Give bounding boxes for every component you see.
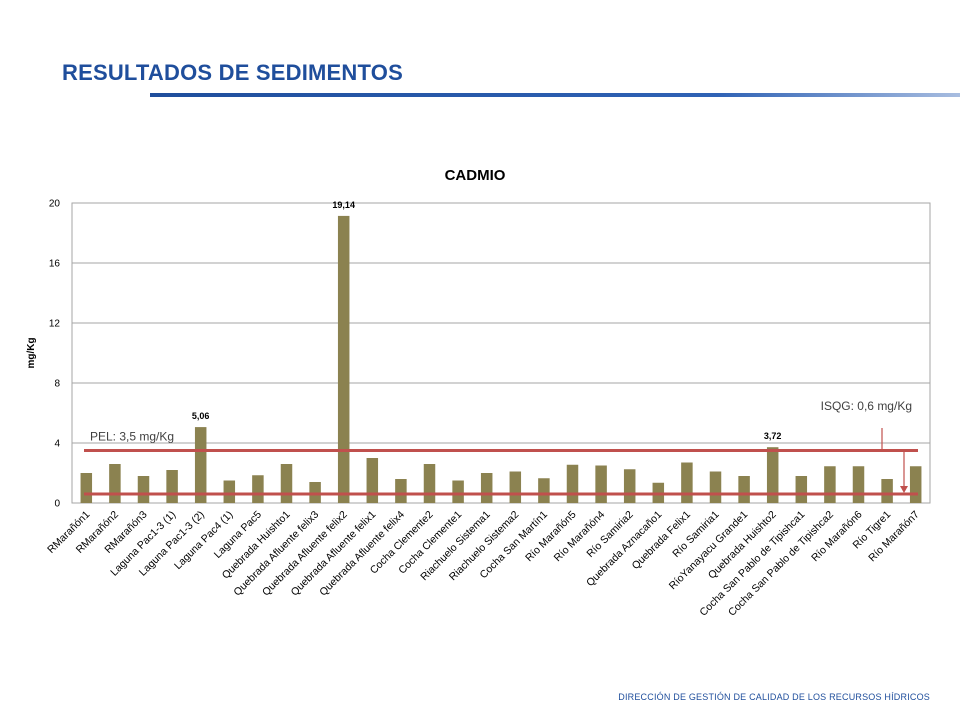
bar xyxy=(852,466,865,503)
x-tick-label: Cocha San Pablo de Tipishca2 xyxy=(726,509,836,619)
footer-text: DIRECCIÓN DE GESTIÓN DE CALIDAD DE LOS R… xyxy=(618,692,930,702)
bar xyxy=(623,469,636,503)
y-tick-label: 0 xyxy=(54,499,60,510)
bar xyxy=(709,471,722,503)
data-label: 5,06 xyxy=(192,411,210,421)
bar xyxy=(824,466,836,503)
bar xyxy=(881,479,893,503)
bar xyxy=(366,458,379,503)
x-tick-label: Cocha San Pablo de Tipishca1 xyxy=(697,509,807,619)
reference-label-isqg: ISQG: 0,6 mg/Kg xyxy=(821,399,912,413)
title-underline xyxy=(150,93,960,97)
y-axis-ticks: 0 4 8 12 16 20 xyxy=(49,199,61,510)
x-tick-label: Río Marañón7 xyxy=(866,509,922,565)
bar xyxy=(595,465,607,503)
gridlines xyxy=(71,202,931,504)
bar xyxy=(909,466,922,503)
bar xyxy=(509,471,522,503)
bar xyxy=(480,473,493,503)
data-label: 3,72 xyxy=(764,431,782,441)
reference-label-pel: PEL: 3,5 mg/Kg xyxy=(90,430,174,444)
bar xyxy=(80,473,93,503)
isqg-pointer-arrowhead xyxy=(900,486,908,493)
chart-title: CADMIO xyxy=(445,167,506,184)
bar xyxy=(538,478,550,503)
y-tick-label: 16 xyxy=(49,259,61,270)
y-tick-label: 4 xyxy=(54,439,60,450)
bar xyxy=(452,480,464,503)
slide-title: RESULTADOS DE SEDIMENTOS xyxy=(62,60,403,85)
bar xyxy=(795,476,808,503)
data-label: 19,14 xyxy=(332,200,355,210)
y-axis-label: mg/Kg xyxy=(26,337,37,368)
bar xyxy=(137,476,150,503)
bar xyxy=(681,462,693,503)
y-tick-label: 8 xyxy=(54,379,60,390)
bar xyxy=(194,427,207,503)
y-tick-label: 20 xyxy=(49,199,61,210)
bars xyxy=(80,215,922,503)
bar xyxy=(738,476,750,503)
bar xyxy=(766,447,779,503)
bar xyxy=(109,464,121,503)
bar xyxy=(280,464,293,503)
isqg-pointer-line xyxy=(881,428,905,488)
reference-lines: PEL: 3,5 mg/Kg ISQG: 0,6 mg/Kg xyxy=(84,399,918,496)
bar xyxy=(166,470,178,503)
bar xyxy=(252,475,264,503)
bar xyxy=(395,479,407,503)
bar xyxy=(337,215,350,503)
bar xyxy=(566,464,579,503)
plot-frame xyxy=(71,202,931,504)
data-labels: 5,06 19,14 3,72 xyxy=(192,200,782,441)
bar xyxy=(223,480,236,503)
y-tick-label: 12 xyxy=(49,319,61,330)
bar xyxy=(423,464,436,503)
